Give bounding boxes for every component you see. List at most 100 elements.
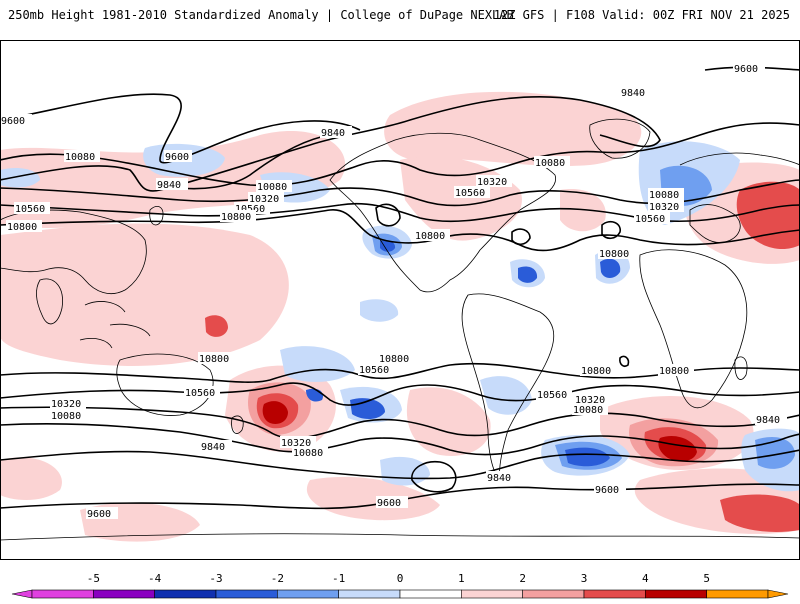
label-10560-us: 10560 xyxy=(455,188,485,199)
label-10080-atl: 10080 xyxy=(535,158,565,169)
colorbar-tick-label: -1 xyxy=(332,572,345,585)
colorbar-tick-label: -4 xyxy=(148,572,162,585)
pos-anomaly-south-central xyxy=(306,476,440,521)
india-coast xyxy=(36,278,63,325)
contour-10080-south xyxy=(0,423,800,456)
pos-anomaly-south-atlantic xyxy=(406,387,491,456)
contour-9840-south xyxy=(0,449,800,480)
contour-labels: 9600 9840 9600 9600 9840 10080 9840 1008… xyxy=(0,62,787,520)
colorbar-tick-label: 4 xyxy=(642,572,649,585)
label-9600-ss: 9600 xyxy=(377,498,401,509)
label-9840-pac: 9840 xyxy=(157,180,181,191)
pos-anomaly-asia-spot xyxy=(205,315,228,337)
colorbar-left-arrow xyxy=(11,589,33,599)
colorbar-tick-label: -2 xyxy=(271,572,284,585)
label-9840-n: 9840 xyxy=(621,88,645,99)
map-panel: 9600 9840 9600 9600 9840 10080 9840 1008… xyxy=(0,40,800,560)
label-10080-eu: 10080 xyxy=(649,190,679,201)
label-10320-sat: 10320 xyxy=(575,395,605,406)
label-10560-eu: 10560 xyxy=(635,214,665,225)
colorbar-tick-label: 1 xyxy=(458,572,465,585)
contour-9840-loop xyxy=(179,134,331,190)
madagascar-coast xyxy=(734,356,748,380)
label-10080-pac: 10080 xyxy=(257,182,287,193)
colorbar-tick-label: -3 xyxy=(209,572,222,585)
closed-low-gulf xyxy=(511,228,531,246)
neg-anomaly-indian xyxy=(360,299,399,322)
label-9840-ak: 9840 xyxy=(321,128,345,139)
south-america-coast xyxy=(461,293,555,482)
label-10320-pac: 10320 xyxy=(249,194,279,205)
label-10080-nw: 10080 xyxy=(65,152,95,163)
label-10560-sat: 10560 xyxy=(537,390,567,401)
label-10800-atl: 10800 xyxy=(599,249,629,260)
neg-anomaly-west-us-peak xyxy=(380,239,396,252)
colorbar-bar: -5 -4 -3 -2 -1 0 1 2 3 4 5 xyxy=(11,572,789,599)
new-zealand-coast xyxy=(231,415,244,434)
contour-10080-north xyxy=(0,122,800,187)
contour-10560-north xyxy=(0,202,800,223)
japan-coast xyxy=(149,206,164,226)
contour-9600-south xyxy=(0,483,800,510)
label-9600-ssw: 9600 xyxy=(87,509,111,520)
label-9840-ssa: 9840 xyxy=(487,473,511,484)
label-10320-spac: 10320 xyxy=(281,438,311,449)
africa-coast xyxy=(639,249,748,409)
colorbar-segment xyxy=(338,589,401,599)
neg-anomaly-south-atlantic-peak xyxy=(565,447,610,467)
label-10320-us: 10320 xyxy=(477,177,507,188)
australia-coast xyxy=(116,353,214,416)
height-contours xyxy=(0,66,800,510)
contour-10800-north xyxy=(0,209,800,252)
colorbar-segment xyxy=(522,589,585,599)
header: 250mb Height 1981-2010 Standardized Anom… xyxy=(0,0,800,40)
pos-anomaly-west-south xyxy=(0,457,62,500)
label-10560-sc: 10560 xyxy=(359,365,389,376)
colorbar-tick-label: 3 xyxy=(581,572,588,585)
label-10560-w: 10560 xyxy=(15,204,45,215)
antarctica-coast xyxy=(0,533,800,541)
colorbar-right-arrow xyxy=(767,589,789,599)
label-10080-spac: 10080 xyxy=(293,448,323,459)
label-10080-sw: 10080 xyxy=(51,411,81,422)
contour-9840-north xyxy=(0,95,661,192)
label-10800-si: 10800 xyxy=(659,366,689,377)
colorbar: -5 -4 -3 -2 -1 0 1 2 3 4 5 xyxy=(0,560,800,600)
label-10080-sat: 10080 xyxy=(573,405,603,416)
neg-anomaly-south-indian-core xyxy=(755,436,795,469)
southeast-asia-islands xyxy=(79,301,151,349)
pos-anomaly-tropical-pacific xyxy=(0,223,289,366)
label-9840-si: 9840 xyxy=(756,415,780,426)
neg-anomaly-atlantic-core xyxy=(600,258,621,278)
colorbar-segment xyxy=(399,589,462,599)
label-10560-pac: 10560 xyxy=(235,204,265,215)
run-info: 12Z GFS | F108 Valid: 00Z FRI NOV 21 202… xyxy=(493,8,790,22)
label-9840-spac: 9840 xyxy=(201,442,225,453)
anomaly-map: 9600 9840 9600 9600 9840 10080 9840 1008… xyxy=(0,40,800,560)
colorbar-segment xyxy=(645,589,707,599)
contour-10320-south xyxy=(0,406,800,439)
label-9600-ne: 9600 xyxy=(734,64,758,75)
closed-low-atlantic xyxy=(601,220,621,240)
colorbar-tick-label: 5 xyxy=(703,572,710,585)
closed-low-south-atlantic xyxy=(619,355,630,367)
europe-coast xyxy=(679,152,800,243)
neg-anomaly-gulf-core xyxy=(518,266,538,283)
pos-anomaly-southern-strong xyxy=(720,494,800,532)
colorbar-tick-label: 0 xyxy=(397,572,404,585)
asia-coast xyxy=(0,209,147,294)
north-america-coast xyxy=(329,132,556,293)
coastlines xyxy=(0,118,800,541)
colorbar-segment xyxy=(93,589,155,599)
colorbar-segment xyxy=(583,589,646,599)
colorbar-tick-label: 2 xyxy=(519,572,526,585)
label-10800-us: 10800 xyxy=(415,231,445,242)
contour-9840-loop-south xyxy=(411,460,457,493)
map-title: 250mb Height 1981-2010 Standardized Anom… xyxy=(8,8,514,22)
contour-9600-north xyxy=(0,93,361,164)
pos-anomaly-indian-peak xyxy=(658,435,697,462)
closed-low-west-us xyxy=(375,203,401,227)
label-10320-eu: 10320 xyxy=(649,202,679,213)
positive-anomalies-strong xyxy=(205,181,800,532)
label-10800-sp: 10800 xyxy=(199,354,229,365)
